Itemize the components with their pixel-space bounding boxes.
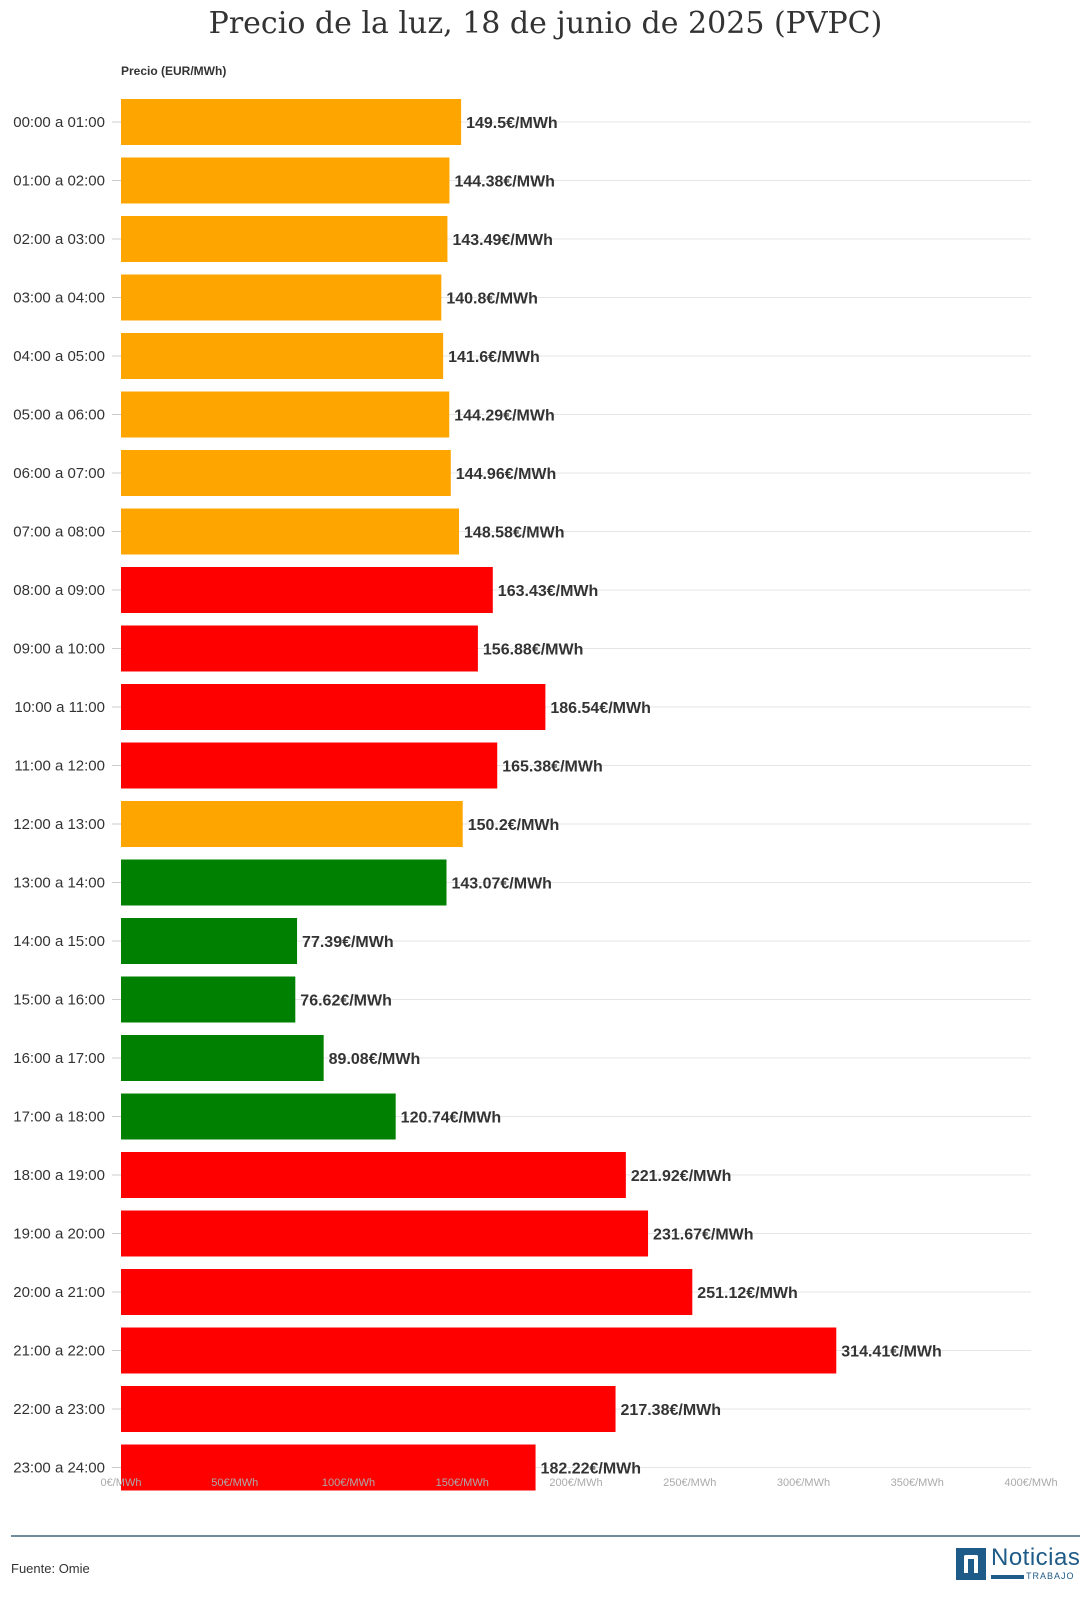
x-tick-label: 200€/MWh (549, 1477, 602, 1489)
category-label: 23:00 a 24:00 (13, 1460, 105, 1477)
y-axis-label: Precio (EUR/MWh) (121, 64, 226, 78)
value-label: 144.96€/MWh (456, 466, 556, 483)
category-label: 01:00 a 02:00 (13, 173, 105, 190)
grid-lines (112, 121, 1031, 1468)
bar (121, 625, 478, 672)
value-label: 165.38€/MWh (502, 759, 602, 776)
bar (121, 333, 444, 379)
category-label: 07:00 a 08:00 (13, 524, 105, 541)
bar (121, 391, 450, 438)
value-label: 149.5€/MWh (466, 115, 558, 132)
x-tick-label: 100€/MWh (322, 1477, 375, 1489)
bar (121, 684, 546, 730)
bar (121, 567, 493, 613)
source-note: Fuente: Omie (11, 1561, 90, 1576)
value-label: 144.38€/MWh (454, 174, 554, 191)
value-label: 76.62€/MWh (300, 993, 392, 1010)
bar (121, 274, 442, 321)
x-tick-label: 250€/MWh (663, 1477, 716, 1489)
bar (121, 1444, 536, 1491)
category-label: 22:00 a 23:00 (13, 1401, 105, 1418)
category-label: 05:00 a 06:00 (13, 407, 105, 424)
x-tick-label: 400€/MWh (1004, 1477, 1057, 1489)
x-tick-label: 150€/MWh (436, 1477, 489, 1489)
category-label: 13:00 a 14:00 (13, 875, 105, 892)
x-tick-label: 50€/MWh (211, 1477, 258, 1489)
category-label: 17:00 a 18:00 (13, 1109, 105, 1126)
value-label: 182.22€/MWh (541, 1461, 641, 1478)
value-label: 217.38€/MWh (621, 1402, 721, 1419)
value-label: 231.67€/MWh (653, 1227, 753, 1244)
bar (121, 1327, 837, 1374)
x-tick-label: 350€/MWh (891, 1477, 944, 1489)
bar (121, 1035, 324, 1081)
chart-title: Precio de la luz, 18 de junio de 2025 (P… (208, 6, 883, 41)
bar (121, 1210, 649, 1257)
logo-wordmark: Noticias (991, 1544, 1081, 1571)
bar (121, 1152, 626, 1198)
value-label: 120.74€/MWh (401, 1110, 501, 1127)
bar (121, 157, 450, 204)
category-label: 09:00 a 10:00 (13, 641, 105, 658)
logo-subtitle: TRABAJO (1026, 1571, 1075, 1581)
bar-chart: Precio (EUR/MWh) 00:00 a 01:00 149.5€/MWh… (13, 64, 1058, 1491)
bar (121, 99, 462, 145)
value-label: 144.29€/MWh (454, 408, 554, 425)
category-label: 19:00 a 20:00 (13, 1226, 105, 1243)
category-label: 04:00 a 05:00 (13, 348, 105, 365)
category-label: 06:00 a 07:00 (13, 465, 105, 482)
category-label: 08:00 a 09:00 (13, 582, 105, 599)
value-label: 314.41€/MWh (841, 1344, 941, 1361)
bar (121, 1269, 693, 1315)
category-label: 21:00 a 22:00 (13, 1343, 105, 1360)
category-label: 15:00 a 16:00 (13, 992, 105, 1009)
category-label: 00:00 a 01:00 (13, 114, 105, 131)
value-label: 143.07€/MWh (451, 876, 551, 893)
category-label: 14:00 a 15:00 (13, 933, 105, 950)
bar (121, 450, 451, 496)
bar (121, 216, 448, 262)
value-label: 221.92€/MWh (631, 1168, 731, 1185)
logo-underline (991, 1575, 1024, 1579)
category-label: 11:00 a 12:00 (14, 758, 105, 775)
value-label: 156.88€/MWh (483, 642, 583, 659)
bar (121, 976, 296, 1023)
x-tick-label: 300€/MWh (777, 1477, 830, 1489)
bar (121, 1093, 396, 1140)
category-label: 16:00 a 17:00 (13, 1050, 105, 1067)
bar (121, 859, 447, 906)
value-label: 251.12€/MWh (697, 1285, 797, 1302)
category-label: 12:00 a 13:00 (13, 816, 105, 833)
value-label: 143.49€/MWh (452, 232, 552, 249)
logo-mark-icon (956, 1548, 986, 1580)
value-label: 150.2€/MWh (468, 817, 560, 834)
x-axis-ticks: 0€/MWh 50€/MWh 100€/MWh 150€/MWh 200€/MWh 250… (101, 1477, 1058, 1489)
category-label: 20:00 a 21:00 (13, 1284, 105, 1301)
bars: 00:00 a 01:00 149.5€/MWh 01:00 a 02:00 144.… (13, 99, 942, 1491)
bar (121, 742, 498, 789)
value-label: 186.54€/MWh (550, 700, 650, 717)
category-label: 10:00 a 11:00 (14, 699, 105, 716)
bar (121, 508, 460, 555)
value-label: 163.43€/MWh (498, 583, 598, 600)
value-label: 89.08€/MWh (329, 1051, 421, 1068)
bar (121, 801, 463, 847)
bar (121, 918, 298, 964)
value-label: 141.6€/MWh (448, 349, 540, 366)
x-tick-label: 0€/MWh (101, 1477, 142, 1489)
footer-divider (11, 1535, 1080, 1537)
category-label: 02:00 a 03:00 (13, 231, 105, 248)
category-label: 03:00 a 04:00 (13, 290, 105, 307)
value-label: 148.58€/MWh (464, 525, 564, 542)
value-label: 77.39€/MWh (302, 934, 394, 951)
bar (121, 1386, 616, 1432)
value-label: 140.8€/MWh (446, 291, 538, 308)
category-label: 18:00 a 19:00 (13, 1167, 105, 1184)
noticias-trabajo-logo: Noticias TRABAJO (956, 1544, 1081, 1582)
